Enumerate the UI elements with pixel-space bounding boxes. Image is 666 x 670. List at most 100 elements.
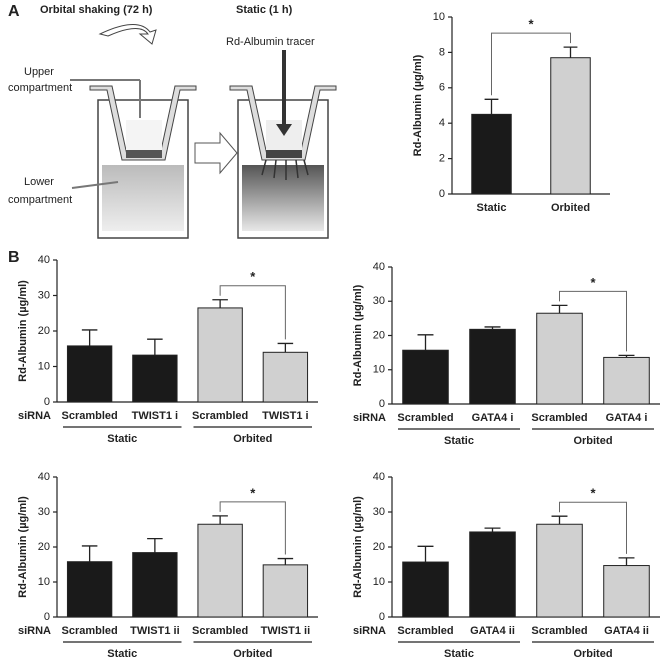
lower-compartment (102, 165, 184, 231)
y-tick-label: 10 (433, 11, 445, 23)
y-tick-label: 30 (38, 289, 50, 301)
rotation-arrow (98, 24, 157, 45)
significance-bracket (559, 501, 627, 554)
category-axis-label: siRNA (18, 410, 51, 422)
panel-label: A (8, 3, 20, 20)
error-bar (551, 515, 568, 525)
diagram-title: Orbital shaking (72 h) (40, 4, 153, 16)
y-tick-label: 10 (373, 364, 385, 376)
diffusion-arrows (261, 159, 309, 180)
error-bar (212, 515, 228, 525)
y-tick-label: 2 (439, 153, 445, 165)
error-bar (277, 342, 294, 353)
group-label: Orbited (573, 648, 612, 660)
error-bar (484, 98, 499, 115)
group-label: Orbited (233, 648, 272, 660)
group-label: Static (444, 648, 474, 660)
y-axis-label: Rd-Albumin (µg/ml) (17, 280, 29, 382)
y-tick-label: 20 (373, 329, 385, 341)
bar (402, 349, 449, 405)
lower-compartment (242, 165, 324, 231)
error-bar (417, 334, 434, 351)
significance-bracket (559, 290, 627, 352)
bar (536, 312, 583, 405)
bar (603, 356, 650, 405)
y-tick-label: 30 (38, 506, 50, 518)
error-bar (212, 299, 228, 308)
y-tick-label: 0 (44, 396, 50, 408)
error-bar (147, 537, 163, 553)
bar (197, 523, 243, 618)
cell-layer (266, 150, 302, 158)
tracer-arrow (276, 124, 292, 136)
flow-arrow (194, 131, 238, 175)
y-tick-label: 6 (439, 82, 445, 94)
y-tick-label: 4 (439, 117, 445, 129)
x-tick-label: Scrambled (192, 410, 248, 422)
y-tick-label: 8 (439, 46, 445, 58)
y-tick-label: 30 (373, 295, 385, 307)
bar (262, 351, 309, 403)
y-tick-label: 20 (373, 541, 385, 553)
error-bar (484, 527, 501, 532)
category-axis-label: siRNA (353, 412, 386, 424)
bar (603, 565, 650, 618)
bar (132, 354, 178, 403)
x-tick-label: Orbited (551, 202, 590, 214)
pointer (71, 181, 119, 189)
panel-label: B (8, 249, 20, 266)
x-tick-label: GATA4 i (472, 412, 514, 424)
y-tick-label: 10 (38, 576, 50, 588)
compartment-label: Lower (24, 176, 54, 188)
x-tick-label: GATA4 i (606, 412, 648, 424)
significance-label: * (250, 269, 256, 284)
y-tick-label: 10 (373, 576, 385, 588)
y-tick-label: 0 (439, 188, 445, 200)
x-tick-label: Static (477, 202, 507, 214)
x-tick-label: Scrambled (531, 625, 587, 637)
y-tick-label: 10 (38, 360, 50, 372)
x-tick-label: Scrambled (531, 412, 587, 424)
x-tick-label: Scrambled (397, 412, 453, 424)
x-tick-label: GATA4 ii (470, 625, 515, 637)
significance-label: * (250, 485, 256, 500)
y-axis-label: Rd-Albumin (µg/ml) (352, 284, 364, 386)
y-tick-label: 40 (373, 471, 385, 483)
error-bar (81, 329, 98, 346)
error-bar (563, 46, 578, 58)
y-tick-label: 30 (373, 506, 385, 518)
bar (469, 531, 516, 618)
group-label: Static (444, 435, 474, 447)
y-tick-label: 20 (38, 541, 50, 553)
x-tick-label: TWIST1 i (262, 410, 308, 422)
x-tick-label: TWIST1 ii (261, 625, 311, 637)
error-bar (551, 304, 568, 314)
bar (550, 57, 591, 195)
significance-bracket (219, 285, 286, 340)
group-label: Static (107, 433, 137, 445)
group-label: Static (107, 648, 137, 660)
diagram-title: Static (1 h) (236, 4, 293, 16)
compartment-label: compartment (8, 194, 72, 206)
error-bar (277, 557, 294, 565)
significance-label: * (590, 275, 596, 290)
upper-compartment (126, 120, 162, 154)
bar (197, 307, 243, 403)
diagram: Orbital shaking (72 h) Static (1 h) Rd-A… (8, 4, 337, 239)
error-bar (618, 354, 635, 358)
error-bar (417, 545, 434, 563)
x-tick-label: TWIST1 ii (130, 625, 180, 637)
error-bar (147, 338, 163, 356)
group-label: Orbited (233, 433, 272, 445)
tracer-label: Rd-Albumin tracer (226, 36, 315, 48)
bar (132, 552, 178, 618)
x-tick-label: Scrambled (62, 625, 118, 637)
compartment-label: compartment (8, 82, 72, 94)
compartment-label: Upper (24, 66, 54, 78)
y-axis-label: Rd-Albumin (µg/ml) (412, 54, 424, 156)
error-bar (81, 545, 98, 562)
y-tick-label: 0 (379, 398, 385, 410)
significance-label: * (528, 17, 534, 32)
